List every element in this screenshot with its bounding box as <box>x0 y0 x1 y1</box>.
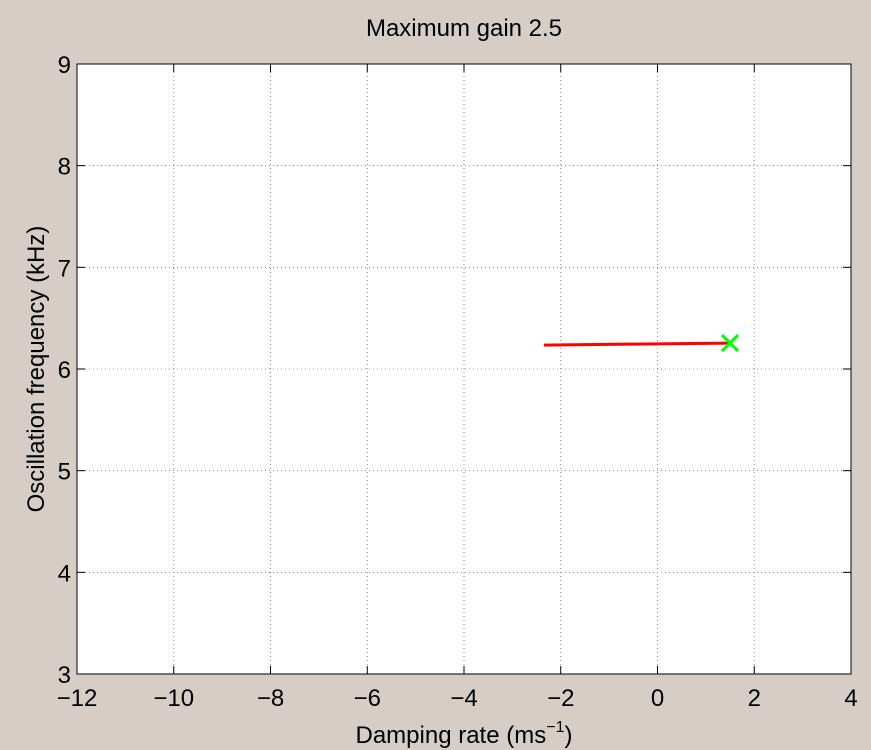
y-tick-labels: 3 4 5 6 7 8 9 <box>58 52 71 689</box>
x-tick-label: 0 <box>651 685 664 712</box>
y-tick-label: 9 <box>58 52 71 79</box>
y-tick-label: 5 <box>58 459 71 486</box>
y-axis-label: Oscillation frequency (kHz) <box>23 226 50 513</box>
series-line <box>543 341 731 347</box>
x-axis-label-sup: −1 <box>546 719 564 736</box>
x-tick-label: −10 <box>153 685 194 712</box>
y-tick-label: 6 <box>58 357 71 384</box>
x-marker <box>721 334 740 353</box>
grid-lines <box>77 64 851 674</box>
x-tick-label: −8 <box>257 685 284 712</box>
x-axis-label-end: ) <box>564 722 572 749</box>
y-tick-label: 3 <box>58 662 71 689</box>
x-axis-label: Damping rate (ms−1) <box>356 719 573 749</box>
y-tick-label: 4 <box>58 560 71 587</box>
x-marker-stroke <box>721 334 740 353</box>
x-tick-label: 4 <box>844 685 857 712</box>
x-tick-labels: −12 −10 −8 −6 −4 −2 0 2 4 <box>57 685 858 712</box>
series-layer <box>543 334 740 353</box>
x-axis-label-base: Damping rate (ms <box>356 722 547 749</box>
x-tick-label: −2 <box>547 685 574 712</box>
tick-marks <box>76 63 852 675</box>
x-tick-label: −12 <box>57 685 98 712</box>
chart-title: Maximum gain 2.5 <box>366 15 562 42</box>
y-tick-label: 7 <box>58 255 71 282</box>
x-tick-label: −4 <box>450 685 477 712</box>
y-tick-label: 8 <box>58 154 71 181</box>
x-tick-label: 2 <box>748 685 761 712</box>
x-tick-label: −6 <box>354 685 381 712</box>
